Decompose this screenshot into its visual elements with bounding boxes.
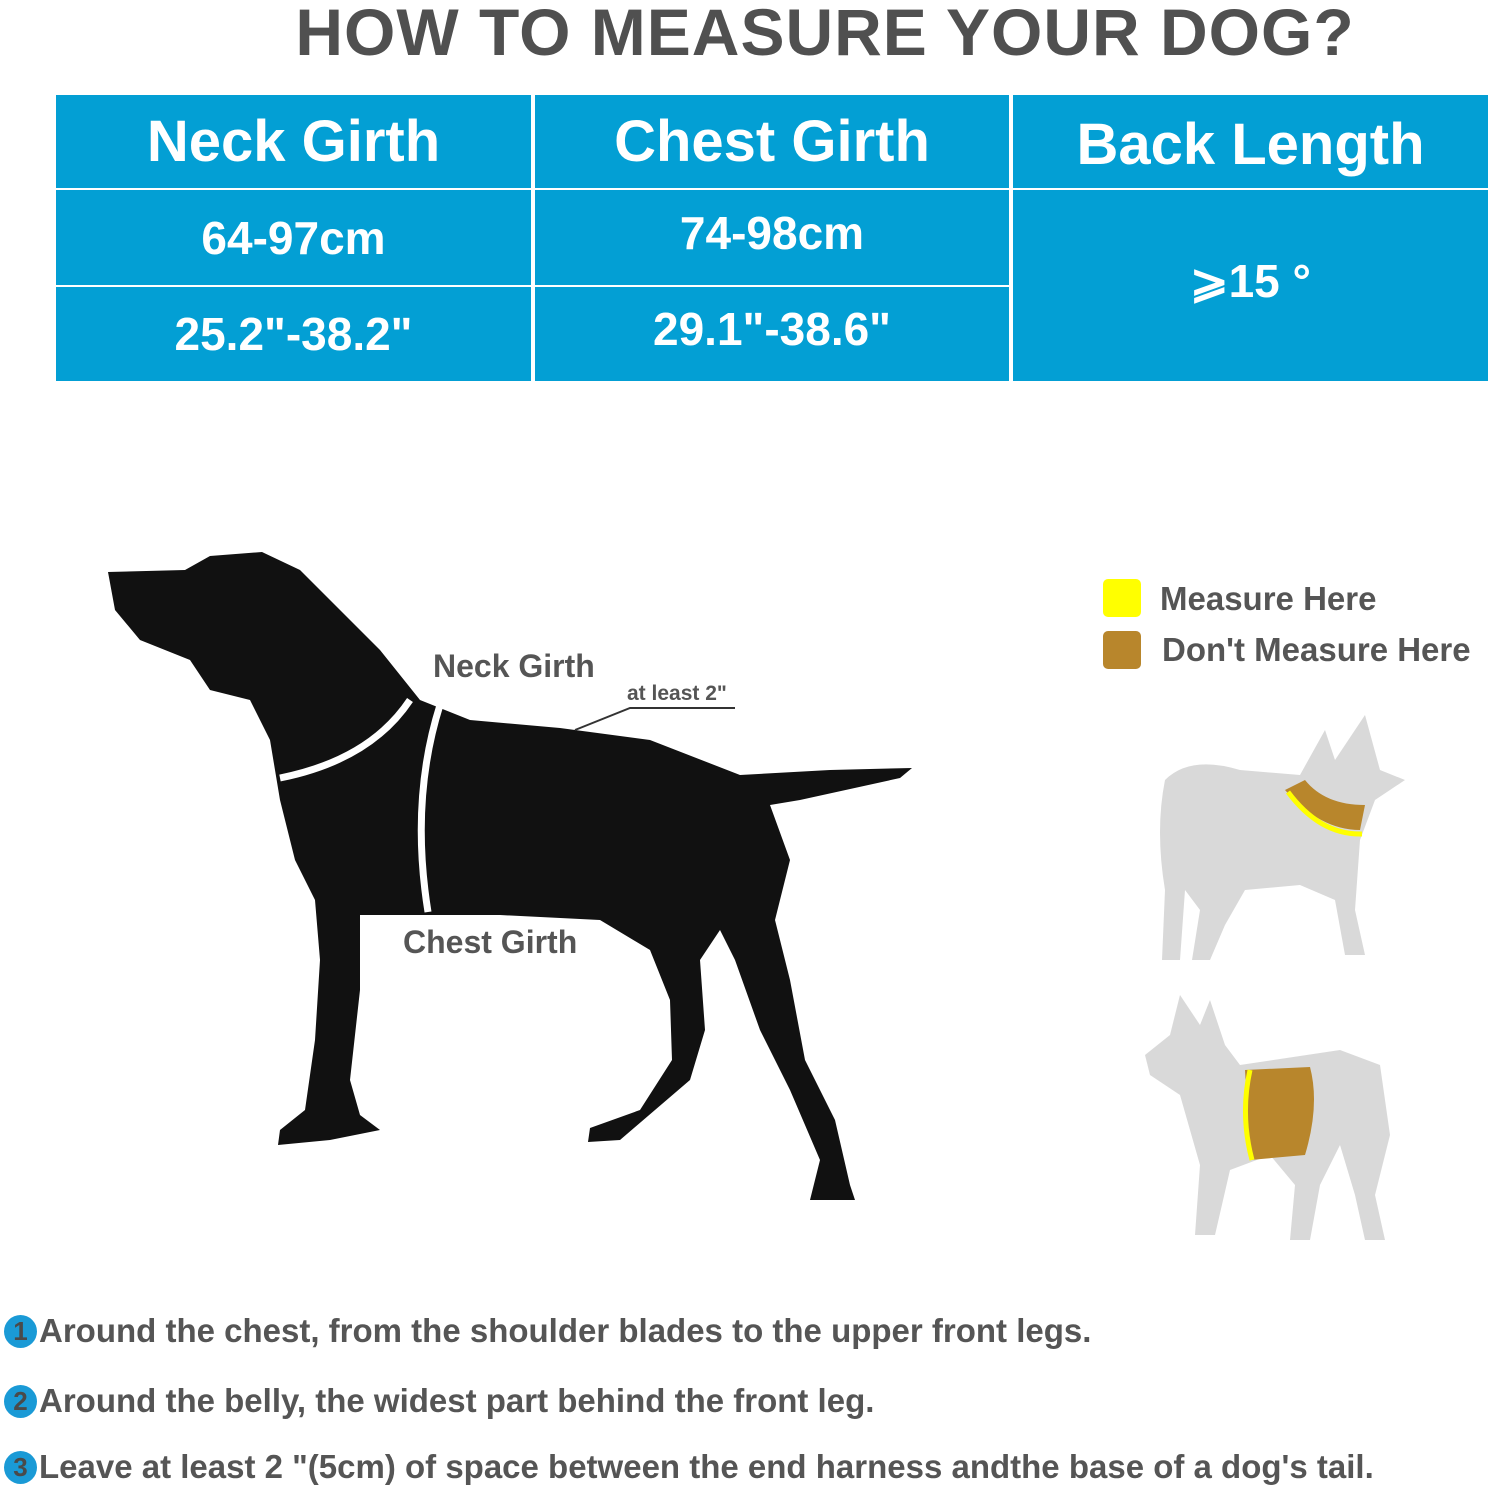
chest-example-dog [1145,995,1390,1240]
instruction-text: Around the chest, from the shoulder blad… [39,1312,1092,1349]
header-chest-girth: Chest Girth [535,95,1009,188]
chest-cm: 74-98cm [535,190,1009,285]
instruction-text: Leave at least 2 "(5cm) of space between… [39,1448,1374,1485]
measure-here-swatch [1103,579,1141,617]
chest-girth-label: Chest Girth [403,924,578,960]
step-number-icon: 3 [4,1450,37,1484]
page-title: HOW TO MEASURE YOUR DOG? [295,0,1355,69]
chest-inch: 29.1"-38.6" [535,287,1009,381]
gap-label: at least 2" [627,682,727,705]
back-length-value: ⩾15 ° [1013,190,1488,381]
neck-cm: 64-97cm [56,190,531,285]
neck-inch: 25.2"-38.2" [56,287,531,381]
header-neck-girth: Neck Girth [56,95,531,188]
header-back-length: Back Length [1013,95,1488,188]
instruction-item: 3 Leave at least 2 "(5cm) of space betwe… [4,1448,1374,1486]
instruction-text: Around the belly, the widest part behind… [39,1382,875,1419]
instruction-item: 2 Around the belly, the widest part behi… [4,1382,874,1420]
dont-measure-swatch [1103,631,1141,669]
step-number-icon: 2 [4,1384,37,1418]
instruction-item: 1 Around the chest, from the shoulder bl… [4,1312,1091,1350]
dog-silhouette [108,552,912,1200]
neck-example-dog [1160,715,1405,960]
neck-girth-label: Neck Girth [433,648,595,684]
measure-here-label: Measure Here [1160,580,1377,617]
step-number-icon: 1 [4,1314,37,1348]
dont-measure-label: Don't Measure Here [1162,631,1471,668]
